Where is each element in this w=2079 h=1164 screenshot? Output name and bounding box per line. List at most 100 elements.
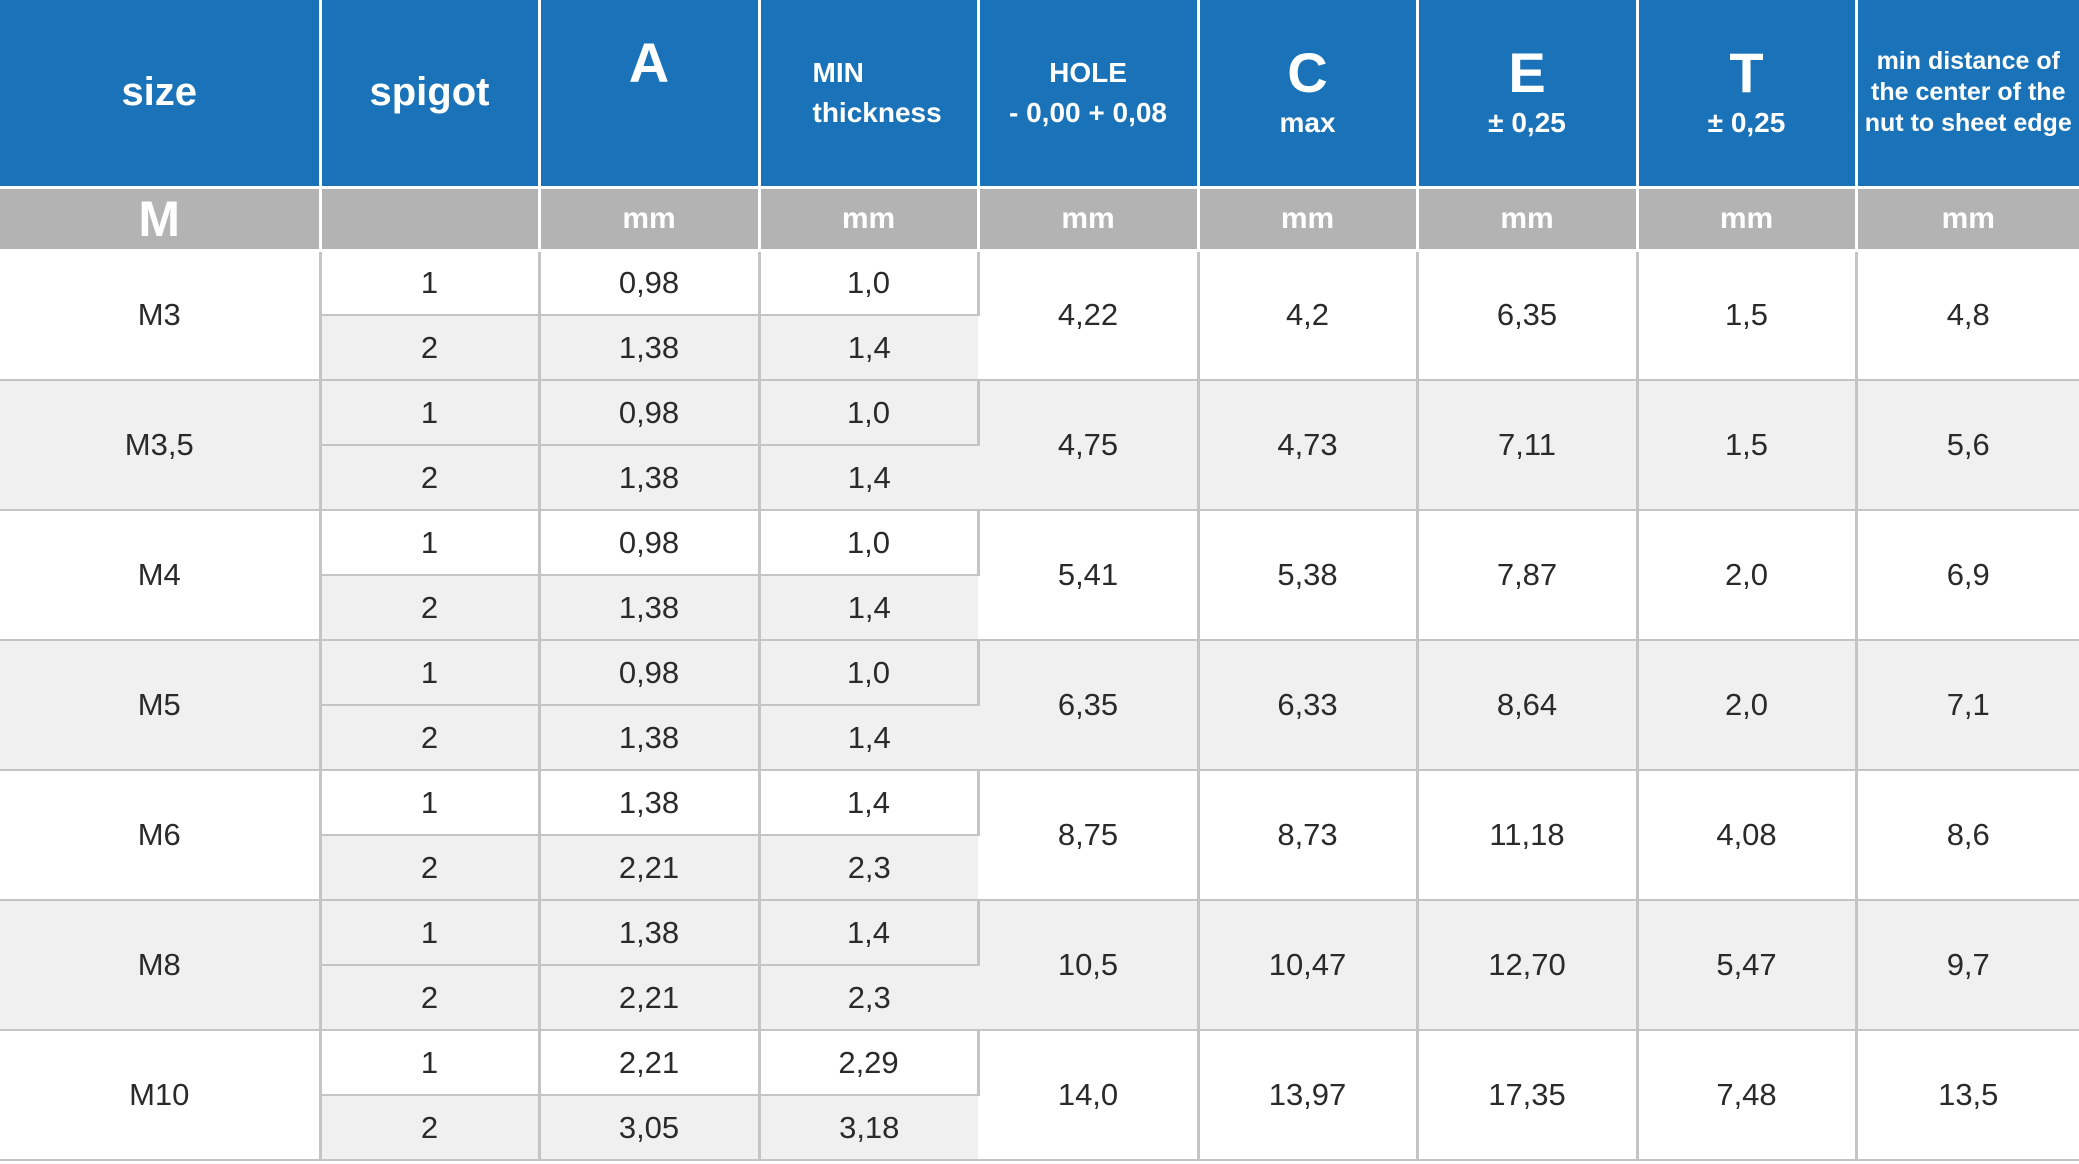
header-a: A [539, 0, 761, 189]
min-thickness-cell: 1,4 [759, 770, 980, 836]
a-cell: 0,98 [539, 380, 761, 446]
unit-c: mm [1198, 187, 1419, 252]
a-cell: 1,38 [539, 900, 761, 966]
spigot-cell: 1 [320, 250, 541, 316]
table-row: 2 2,21 2,3 [0, 965, 2079, 1031]
header-min-line1: MIN [812, 56, 864, 88]
unit-t: mm [1637, 187, 1858, 252]
e-cell: 7,87 [1417, 510, 1639, 641]
header-c-label: C [1287, 40, 1328, 104]
table-row: 2 1,38 1,4 [0, 575, 2079, 641]
e-cell: 7,11 [1417, 380, 1639, 511]
min-thickness-cell: 2,3 [759, 835, 978, 901]
table-row: 2 1,38 1,4 [0, 705, 2079, 771]
header-c-sub: max [1279, 106, 1336, 138]
header-e-label: E [1508, 40, 1546, 104]
header-size: size [0, 0, 322, 189]
spigot-cell: 2 [320, 445, 541, 511]
t-cell: 7,48 [1637, 1030, 1858, 1161]
min-thickness-cell: 3,18 [759, 1095, 978, 1161]
header-spigot: spigot [320, 0, 541, 189]
c-cell: 5,38 [1198, 510, 1419, 641]
t-cell: 4,08 [1637, 770, 1858, 901]
table-row: M8 1 1,38 1,4 10,5 10,47 12,70 5,47 9,7 [0, 900, 2079, 1031]
t-cell: 1,5 [1637, 380, 1858, 511]
c-cell: 13,97 [1198, 1030, 1419, 1161]
min-thickness-cell: 1,0 [759, 510, 980, 576]
spigot-cell: 2 [320, 705, 541, 771]
min-thickness-cell: 2,3 [759, 965, 978, 1031]
min-thickness-cell: 1,4 [759, 575, 978, 641]
header-t: T ± 0,25 [1637, 0, 1858, 189]
size-cell: M6 [0, 770, 322, 901]
min-thickness-cell: 1,0 [759, 250, 980, 316]
hole-cell: 10,5 [978, 900, 1200, 1031]
size-cell: M8 [0, 900, 322, 1031]
a-cell: 0,98 [539, 510, 761, 576]
table-row: 2 2,21 2,3 [0, 835, 2079, 901]
min-thickness-cell: 1,4 [759, 705, 978, 771]
min-distance-cell: 9,7 [1856, 900, 2079, 1031]
unit-min: mm [759, 187, 980, 252]
table-row: 2 1,38 1,4 [0, 315, 2079, 381]
size-cell: M10 [0, 1030, 322, 1161]
a-cell: 2,21 [539, 835, 761, 901]
table-row: M10 1 2,21 2,29 14,0 13,97 17,35 7,48 13,5 [0, 1030, 2079, 1161]
table-body: M3 1 0,98 1,0 4,22 4,2 6,35 1,5 4,8 2 1,38 1,4 M3,5 1… [0, 250, 2079, 1161]
header-size-label: size [121, 70, 198, 115]
spigot-cell: 2 [320, 575, 541, 641]
c-cell: 8,73 [1198, 770, 1419, 901]
table-row: 2 3,05 3,18 [0, 1095, 2079, 1161]
a-cell: 2,21 [539, 1030, 761, 1096]
a-cell: 0,98 [539, 640, 761, 706]
e-cell: 17,35 [1417, 1030, 1639, 1161]
e-cell: 12,70 [1417, 900, 1639, 1031]
min-thickness-cell: 1,0 [759, 380, 980, 446]
spigot-cell: 1 [320, 640, 541, 706]
header-min-thickness: MIN thickness [759, 0, 980, 189]
spigot-cell: 2 [320, 965, 541, 1031]
min-distance-cell: 6,9 [1856, 510, 2079, 641]
min-distance-cell: 8,6 [1856, 770, 2079, 901]
c-cell: 4,2 [1198, 250, 1419, 381]
size-cell: M5 [0, 640, 322, 771]
spigot-cell: 1 [320, 900, 541, 966]
header-row: size spigot A MIN thickness HOLE - 0,00 … [0, 0, 2079, 189]
header-dist-line2: the center of the [1871, 78, 2066, 107]
unit-dist: mm [1856, 187, 2079, 252]
t-cell: 2,0 [1637, 640, 1858, 771]
unit-row: M mm mm mm mm mm mm mm [0, 187, 2079, 252]
a-cell: 0,98 [539, 250, 761, 316]
header-hole-line2: - 0,00 + 0,08 [1008, 96, 1167, 128]
table-row: M3,5 1 0,98 1,0 4,75 4,73 7,11 1,5 5,6 [0, 380, 2079, 511]
min-distance-cell: 13,5 [1856, 1030, 2079, 1161]
c-cell: 4,73 [1198, 380, 1419, 511]
header-t-sub: ± 0,25 [1707, 106, 1786, 138]
c-cell: 10,47 [1198, 900, 1419, 1031]
e-cell: 8,64 [1417, 640, 1639, 771]
unit-a: mm [539, 187, 761, 252]
min-thickness-cell: 1,0 [759, 640, 980, 706]
spigot-cell: 2 [320, 835, 541, 901]
e-cell: 6,35 [1417, 250, 1639, 381]
header-a-label: A [628, 30, 670, 94]
spigot-cell: 1 [320, 510, 541, 576]
min-thickness-cell: 1,4 [759, 315, 978, 381]
a-cell: 1,38 [539, 445, 761, 511]
hole-cell: 6,35 [978, 640, 1200, 771]
table-row: M4 1 0,98 1,0 5,41 5,38 7,87 2,0 6,9 [0, 510, 2079, 641]
size-cell: M3 [0, 250, 322, 381]
table-row: 2 1,38 1,4 [0, 445, 2079, 511]
size-cell: M4 [0, 510, 322, 641]
unit-size: M [0, 187, 322, 252]
min-distance-cell: 5,6 [1856, 380, 2079, 511]
c-cell: 6,33 [1198, 640, 1419, 771]
a-cell: 1,38 [539, 770, 761, 836]
e-cell: 11,18 [1417, 770, 1639, 901]
spigot-cell: 1 [320, 380, 541, 446]
t-cell: 1,5 [1637, 250, 1858, 381]
size-cell: M3,5 [0, 380, 322, 511]
min-thickness-cell: 1,4 [759, 445, 978, 511]
header-hole-line1: HOLE [1049, 56, 1127, 88]
